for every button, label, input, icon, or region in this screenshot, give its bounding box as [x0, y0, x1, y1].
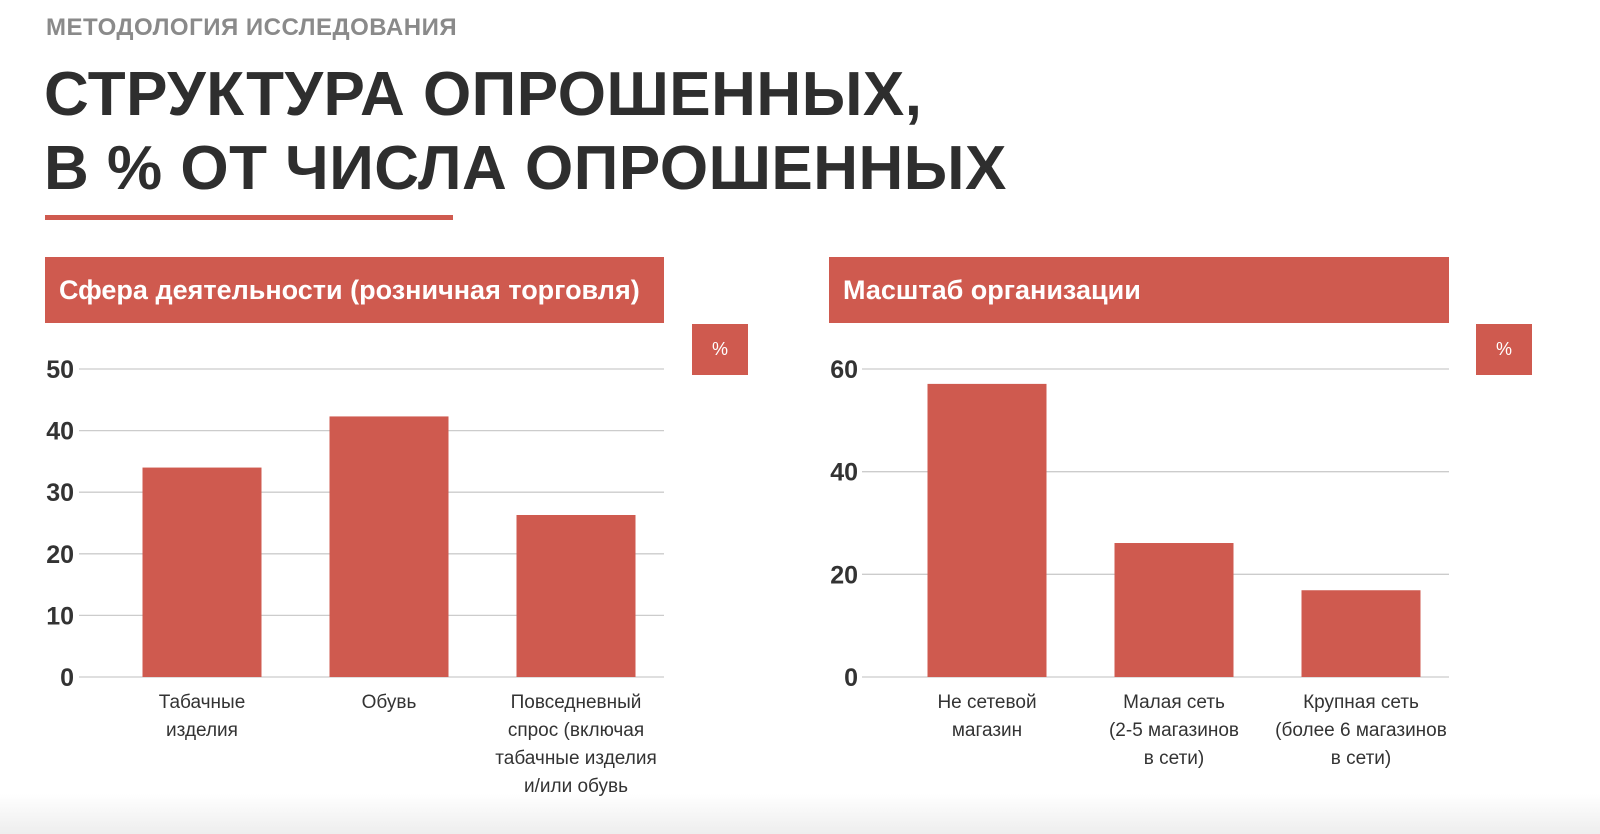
chart-2-category-label-line: магазин — [952, 720, 1022, 741]
chart-1-plot: 0 10 20 30 40 50 Табачные изделия Обувь Повседнев… — [46, 356, 664, 797]
chart-2-category-label: Не сетевой магазин — [937, 692, 1036, 741]
bottom-shadow — [0, 794, 1600, 834]
chart-2-y-tick-label: 20 — [830, 561, 858, 589]
chart-1-category-label-line: и/или обувь — [524, 776, 628, 797]
chart-2-y-tick-label: 60 — [830, 356, 858, 384]
kicker: МЕТОДОЛОГИЯ ИССЛЕДОВАНИЯ — [46, 14, 458, 41]
chart-2-category-label-line: (2-5 магазинов — [1109, 720, 1239, 741]
chart-1-bar — [329, 416, 449, 677]
chart-2-category-label-line: в сети) — [1331, 748, 1391, 769]
chart-2-category-label-line: Малая сеть — [1123, 692, 1225, 713]
chart-1-y-tick-label: 50 — [46, 356, 74, 384]
chart-1-category-label-line: Обувь — [362, 692, 417, 713]
page-title-line-1: СТРУКТУРА ОПРОШЕННЫХ, — [44, 60, 923, 129]
chart-1-y-tick-label: 30 — [46, 479, 74, 507]
chart-1-y-tick-label: 10 — [46, 602, 74, 630]
chart-2-bar — [1114, 543, 1234, 677]
chart-1-bar — [516, 514, 636, 677]
chart-1-category-label-line: табачные изделия — [495, 748, 656, 769]
chart-1-category-label-line: Повседневный — [511, 692, 642, 713]
chart-2-bar — [927, 383, 1047, 677]
chart-1-category-label: Повседневный спрос (включая табачные издел… — [495, 692, 656, 797]
chart-2-category-label-line: (более 6 магазинов — [1275, 720, 1447, 741]
page-title: СТРУКТУРА ОПРОШЕННЫХ, В % ОТ ЧИСЛА ОПРОШ… — [44, 58, 1007, 206]
chart-1-category-label-line: изделия — [166, 720, 238, 741]
chart-2-unit-badge: % — [1476, 324, 1532, 375]
chart-2-category-label-line: Не сетевой — [937, 692, 1036, 713]
chart-2-category-label: Крупная сеть (более 6 магазинов в сети) — [1275, 692, 1447, 769]
chart-2-category-label-line: Крупная сеть — [1303, 692, 1419, 713]
chart-2-category-label-line: в сети) — [1144, 748, 1204, 769]
chart-1-y-tick-label: 40 — [46, 418, 74, 446]
chart-2-y-tick-label: 0 — [844, 664, 858, 692]
chart-1-header: Сфера деятельности (розничная торговля) — [45, 257, 664, 323]
chart-2-y-tick-label: 40 — [830, 459, 858, 487]
chart-1-y-tick-label: 0 — [60, 664, 74, 692]
chart-1-category-label: Обувь — [362, 692, 417, 713]
title-underline — [45, 215, 453, 220]
chart-1-category-label-line: Табачные — [159, 692, 246, 713]
chart-2-category-label: Малая сеть (2-5 магазинов в сети) — [1109, 692, 1239, 769]
chart-2-header: Масштаб организации — [829, 257, 1449, 323]
chart-1-y-tick-label: 20 — [46, 541, 74, 569]
chart-2-bar — [1301, 590, 1421, 677]
chart-1-category-label-line: спрос (включая — [508, 720, 644, 741]
chart-1-unit-badge: % — [692, 324, 748, 375]
page-title-line-2: В % ОТ ЧИСЛА ОПРОШЕННЫХ — [44, 134, 1007, 203]
chart-1-bar — [142, 467, 262, 677]
chart-1-category-label: Табачные изделия — [159, 692, 246, 741]
